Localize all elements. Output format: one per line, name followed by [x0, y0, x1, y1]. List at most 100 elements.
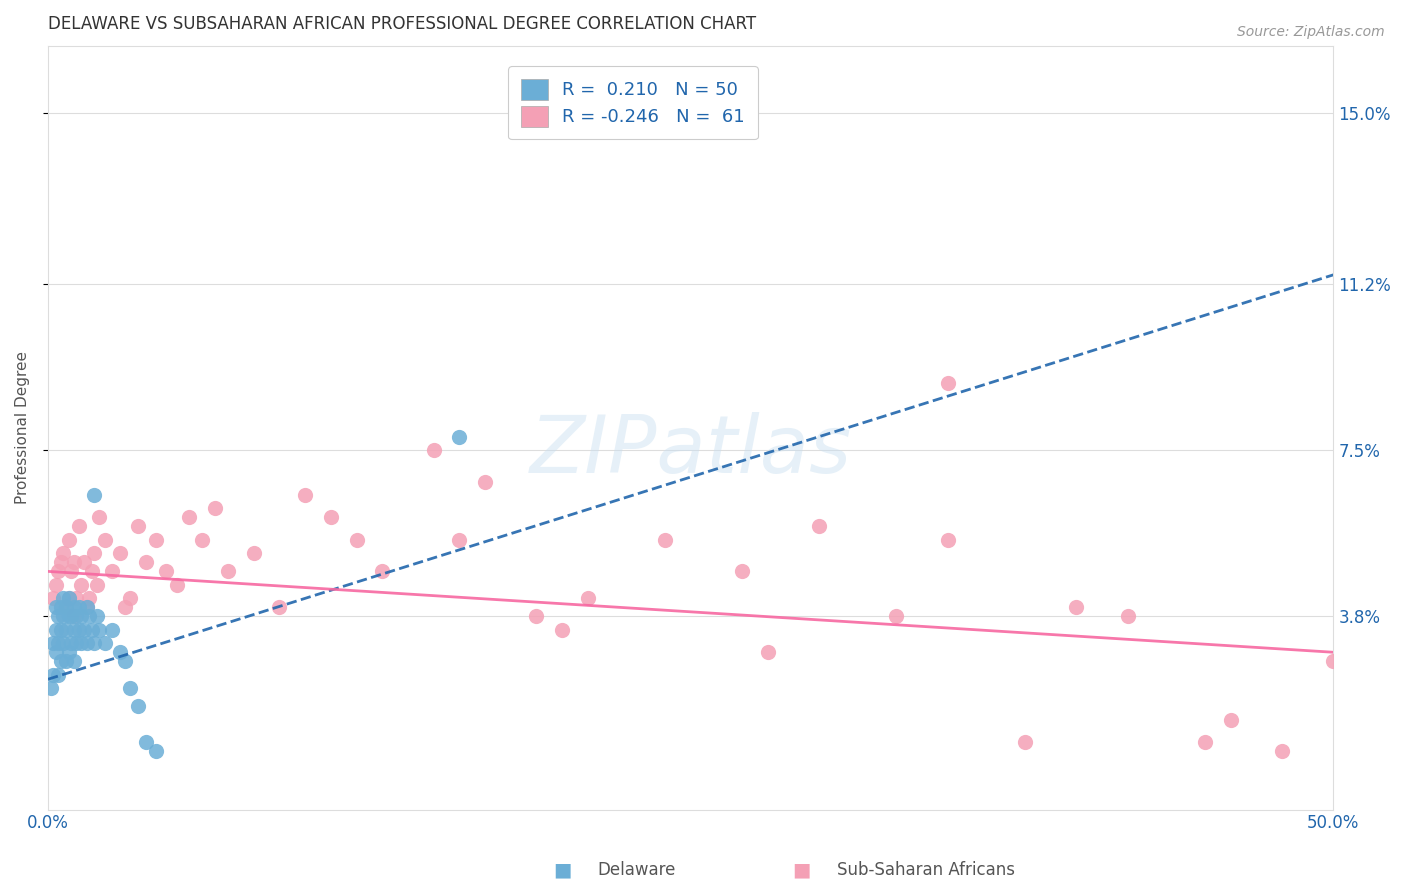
Point	[86, 609, 108, 624]
Point	[52, 636, 75, 650]
Text: Delaware: Delaware	[598, 861, 676, 879]
Point	[127, 699, 149, 714]
Point	[76, 600, 98, 615]
Legend: R =  0.210   N = 50, R = -0.246   N =  61: R = 0.210 N = 50, R = -0.246 N = 61	[508, 66, 758, 139]
Point	[52, 546, 75, 560]
Point	[83, 488, 105, 502]
Point	[67, 623, 90, 637]
Y-axis label: Professional Degree: Professional Degree	[15, 351, 30, 504]
Point	[936, 533, 959, 547]
Point	[1066, 600, 1088, 615]
Point	[60, 609, 83, 624]
Text: Source: ZipAtlas.com: Source: ZipAtlas.com	[1237, 25, 1385, 39]
Point	[73, 623, 96, 637]
Point	[551, 623, 574, 637]
Point	[145, 533, 167, 547]
Point	[204, 501, 226, 516]
Point	[65, 609, 87, 624]
Point	[76, 600, 98, 615]
Point	[70, 609, 93, 624]
Point	[77, 609, 100, 624]
Point	[60, 636, 83, 650]
Point	[46, 609, 69, 624]
Point	[45, 600, 67, 615]
Point	[145, 744, 167, 758]
Point	[166, 578, 188, 592]
Point	[49, 600, 72, 615]
Point	[80, 565, 103, 579]
Point	[55, 600, 77, 615]
Point	[46, 565, 69, 579]
Point	[55, 600, 77, 615]
Point	[449, 533, 471, 547]
Point	[93, 533, 115, 547]
Point	[1271, 744, 1294, 758]
Point	[67, 600, 90, 615]
Point	[65, 591, 87, 606]
Point	[474, 475, 496, 489]
Point	[45, 623, 67, 637]
Point	[89, 623, 111, 637]
Point	[76, 636, 98, 650]
Point	[42, 667, 65, 681]
Point	[42, 591, 65, 606]
Point	[93, 636, 115, 650]
Text: ■: ■	[792, 860, 811, 880]
Point	[731, 565, 754, 579]
Point	[135, 735, 157, 749]
Point	[89, 510, 111, 524]
Point	[371, 565, 394, 579]
Point	[62, 623, 84, 637]
Point	[49, 654, 72, 668]
Point	[55, 623, 77, 637]
Point	[46, 636, 69, 650]
Point	[422, 443, 444, 458]
Point	[83, 546, 105, 560]
Point	[62, 609, 84, 624]
Point	[101, 623, 124, 637]
Point	[55, 654, 77, 668]
Text: DELAWARE VS SUBSAHARAN AFRICAN PROFESSIONAL DEGREE CORRELATION CHART: DELAWARE VS SUBSAHARAN AFRICAN PROFESSIO…	[48, 15, 756, 33]
Point	[936, 376, 959, 390]
Point	[39, 681, 62, 696]
Point	[135, 555, 157, 569]
Point	[108, 645, 131, 659]
Point	[58, 645, 80, 659]
Point	[1194, 735, 1216, 749]
Point	[108, 546, 131, 560]
Point	[45, 578, 67, 592]
Point	[65, 636, 87, 650]
Text: ZIPatlas: ZIPatlas	[530, 411, 852, 490]
Point	[58, 533, 80, 547]
Point	[42, 636, 65, 650]
Point	[58, 609, 80, 624]
Point	[756, 645, 779, 659]
Point	[319, 510, 342, 524]
Point	[526, 609, 548, 624]
Point	[73, 555, 96, 569]
Point	[80, 623, 103, 637]
Point	[155, 565, 177, 579]
Point	[49, 555, 72, 569]
Point	[101, 565, 124, 579]
Point	[269, 600, 291, 615]
Point	[49, 623, 72, 637]
Point	[346, 533, 368, 547]
Point	[120, 681, 142, 696]
Point	[120, 591, 142, 606]
Point	[1116, 609, 1139, 624]
Text: Sub-Saharan Africans: Sub-Saharan Africans	[837, 861, 1015, 879]
Point	[83, 636, 105, 650]
Point	[242, 546, 264, 560]
Point	[114, 600, 136, 615]
Point	[70, 636, 93, 650]
Point	[70, 578, 93, 592]
Point	[62, 654, 84, 668]
Point	[62, 555, 84, 569]
Point	[62, 600, 84, 615]
Point	[45, 645, 67, 659]
Point	[52, 609, 75, 624]
Point	[1322, 654, 1344, 668]
Point	[67, 519, 90, 533]
Text: ■: ■	[553, 860, 572, 880]
